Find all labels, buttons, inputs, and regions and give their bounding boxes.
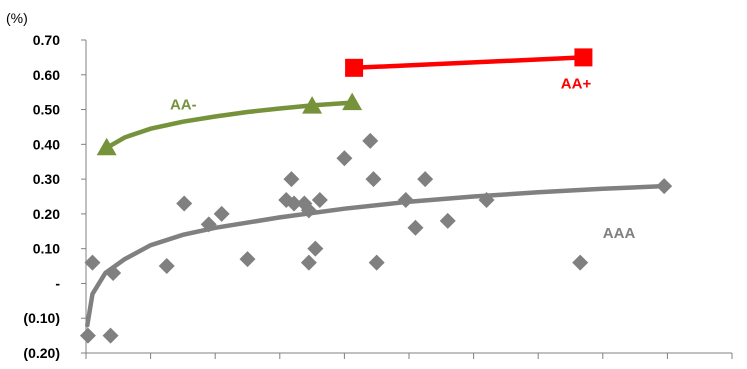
y-tick-label: 0.70 — [33, 32, 60, 48]
y-unit-label: (%) — [6, 10, 28, 26]
series-labels: AAA AA- AA+ — [170, 76, 635, 243]
aaa-data-point — [300, 202, 317, 219]
y-tick-label: 0.30 — [33, 171, 60, 187]
aa-plus-data-point — [345, 58, 364, 77]
aaa-data-point — [572, 254, 589, 271]
aaa-data-point — [336, 150, 353, 167]
aaa-data-point — [300, 254, 317, 271]
aaa-data-point — [102, 327, 119, 344]
aaa-data-point — [407, 219, 424, 236]
aaa-data-point — [362, 132, 379, 149]
series-points — [79, 48, 673, 344]
y-tick-label: 0.10 — [33, 241, 60, 257]
aaa-data-point — [417, 171, 434, 188]
aaa-data-point — [79, 327, 96, 344]
aaa-data-point — [84, 254, 101, 271]
x-tick-marks — [85, 353, 733, 359]
aa-minus-data-point — [96, 137, 117, 156]
y-tick-label: (0.10) — [23, 310, 60, 326]
aa-minus-series-line — [104, 100, 355, 151]
aaa-data-point — [158, 258, 175, 275]
aaa-data-point — [176, 195, 193, 212]
aaa-data-point — [213, 205, 230, 222]
y-tick-label: - — [55, 275, 60, 291]
y-tick-labels: 0.70 0.60 0.50 0.40 0.30 0.20 0.10 - (0.10) (0.20… — [23, 32, 86, 361]
aaa-data-point — [656, 178, 673, 195]
aaa-data-point — [307, 240, 324, 257]
aa-plus-data-point — [574, 48, 593, 67]
aaa-data-point — [200, 216, 217, 233]
aa-plus-series-line — [353, 55, 584, 71]
aaa-data-point — [283, 171, 300, 188]
y-tick-label: 0.60 — [33, 67, 60, 83]
aaa-data-point — [239, 251, 256, 268]
y-tick-label: (0.20) — [23, 345, 60, 361]
series-label: AA+ — [561, 76, 592, 93]
series-label: AA- — [170, 97, 197, 114]
aaa-data-point — [397, 191, 414, 208]
y-tick-label: 0.50 — [33, 102, 60, 118]
aaa-data-point — [365, 171, 382, 188]
y-tick-label: 0.20 — [33, 206, 60, 222]
aaa-data-point — [286, 195, 303, 212]
y-tick-label: 0.40 — [33, 136, 60, 152]
aaa-data-point — [478, 191, 495, 208]
aa-minus-data-point — [342, 92, 363, 111]
aaa-data-point — [105, 265, 122, 282]
aaa-data-point — [311, 191, 328, 208]
series-label: AAA — [603, 225, 636, 242]
aaa-data-point — [439, 212, 456, 229]
aaa-data-point — [368, 254, 385, 271]
aa-minus-data-point — [302, 96, 323, 114]
